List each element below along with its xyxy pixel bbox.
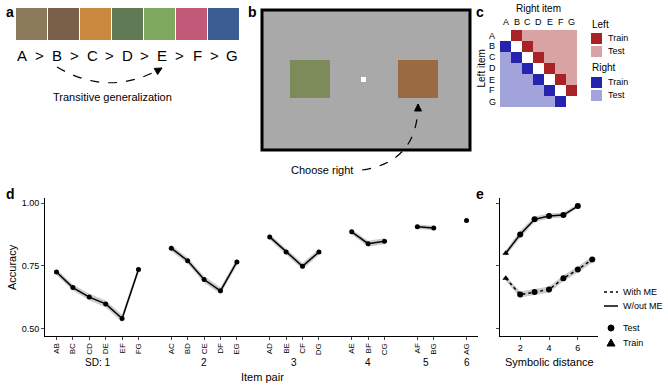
svg-text:Accuracy: Accuracy <box>6 244 18 290</box>
svg-text:0.75: 0.75 <box>22 261 40 271</box>
svg-text:0.50: 0.50 <box>22 324 40 334</box>
svg-text:Left: Left <box>592 19 609 30</box>
svg-text:B: B <box>489 41 495 51</box>
svg-text:CD: CD <box>85 343 94 355</box>
svg-text:E: E <box>547 17 553 27</box>
svg-text:E: E <box>489 75 495 85</box>
svg-text:1.00: 1.00 <box>22 198 40 208</box>
svg-text:B: B <box>514 17 520 27</box>
svg-text:EG: EG <box>233 343 242 355</box>
svg-text:AF: AF <box>413 343 422 353</box>
svg-text:SD: 1: SD: 1 <box>85 357 110 368</box>
svg-text:>: > <box>140 47 149 64</box>
svg-text:FG: FG <box>134 343 143 354</box>
svg-text:D: D <box>489 63 496 73</box>
svg-text:6: 6 <box>575 343 580 353</box>
svg-text:AE: AE <box>347 343 356 354</box>
svg-text:Train: Train <box>623 338 643 348</box>
svg-text:5: 5 <box>423 357 429 368</box>
svg-text:DF: DF <box>216 343 225 354</box>
svg-text:BG: BG <box>429 343 438 355</box>
svg-text:G: G <box>568 17 575 27</box>
svg-text:F: F <box>489 85 495 95</box>
svg-text:Test: Test <box>608 90 625 100</box>
svg-text:Item pair: Item pair <box>241 371 284 383</box>
svg-text:4: 4 <box>546 343 551 353</box>
svg-text:a: a <box>6 4 14 20</box>
svg-text:Right: Right <box>592 62 616 73</box>
svg-text:B: B <box>52 47 62 64</box>
svg-text:D: D <box>122 47 133 64</box>
svg-text:Symbolic distance: Symbolic distance <box>505 356 594 368</box>
svg-text:CF: CF <box>298 343 307 354</box>
svg-text:Choose right: Choose right <box>291 164 353 176</box>
svg-text:D: D <box>535 17 542 27</box>
svg-text:c: c <box>476 4 484 20</box>
svg-text:Test: Test <box>608 46 625 56</box>
svg-text:6: 6 <box>464 357 470 368</box>
svg-text:W/out ME: W/out ME <box>623 301 663 311</box>
svg-text:C: C <box>489 52 496 62</box>
svg-text:Transitive generalization: Transitive generalization <box>53 91 172 103</box>
svg-text:Left item: Left item <box>476 49 487 87</box>
svg-text:AG: AG <box>462 343 471 355</box>
svg-text:CE: CE <box>200 343 209 354</box>
svg-text:E: E <box>157 47 167 64</box>
svg-text:AD: AD <box>265 343 274 354</box>
svg-text:EF: EF <box>118 343 127 353</box>
svg-text:With ME: With ME <box>623 287 657 297</box>
svg-text:G: G <box>226 47 238 64</box>
svg-text:AB: AB <box>52 343 61 354</box>
svg-text:d: d <box>6 186 15 202</box>
svg-text:BD: BD <box>183 343 192 354</box>
svg-text:DE: DE <box>101 343 110 354</box>
svg-text:A: A <box>503 17 509 27</box>
svg-text:A: A <box>489 31 495 41</box>
svg-text:F: F <box>193 47 202 64</box>
svg-text:C: C <box>524 17 531 27</box>
svg-text:BE: BE <box>282 343 291 354</box>
svg-text:3: 3 <box>291 357 297 368</box>
svg-text:>: > <box>105 47 114 64</box>
svg-text:G: G <box>489 97 496 107</box>
svg-text:CG: CG <box>380 343 389 355</box>
svg-text:AC: AC <box>167 343 176 354</box>
svg-text:>: > <box>70 47 79 64</box>
svg-text:BF: BF <box>364 343 373 353</box>
svg-text:>: > <box>210 47 219 64</box>
svg-text:Train: Train <box>608 33 628 43</box>
svg-text:BC: BC <box>68 343 77 354</box>
svg-text:Test: Test <box>623 323 640 333</box>
svg-text:>: > <box>35 47 44 64</box>
svg-text:>: > <box>175 47 184 64</box>
svg-text:F: F <box>558 17 564 27</box>
svg-text:2: 2 <box>518 343 523 353</box>
svg-text:4: 4 <box>365 357 371 368</box>
svg-text:e: e <box>476 186 484 202</box>
svg-text:b: b <box>248 4 257 20</box>
svg-text:Right item: Right item <box>516 3 561 14</box>
svg-text:2: 2 <box>201 357 207 368</box>
svg-text:C: C <box>87 47 98 64</box>
svg-text:A: A <box>17 47 27 64</box>
svg-text:Train: Train <box>608 77 628 87</box>
svg-text:DG: DG <box>315 343 324 355</box>
